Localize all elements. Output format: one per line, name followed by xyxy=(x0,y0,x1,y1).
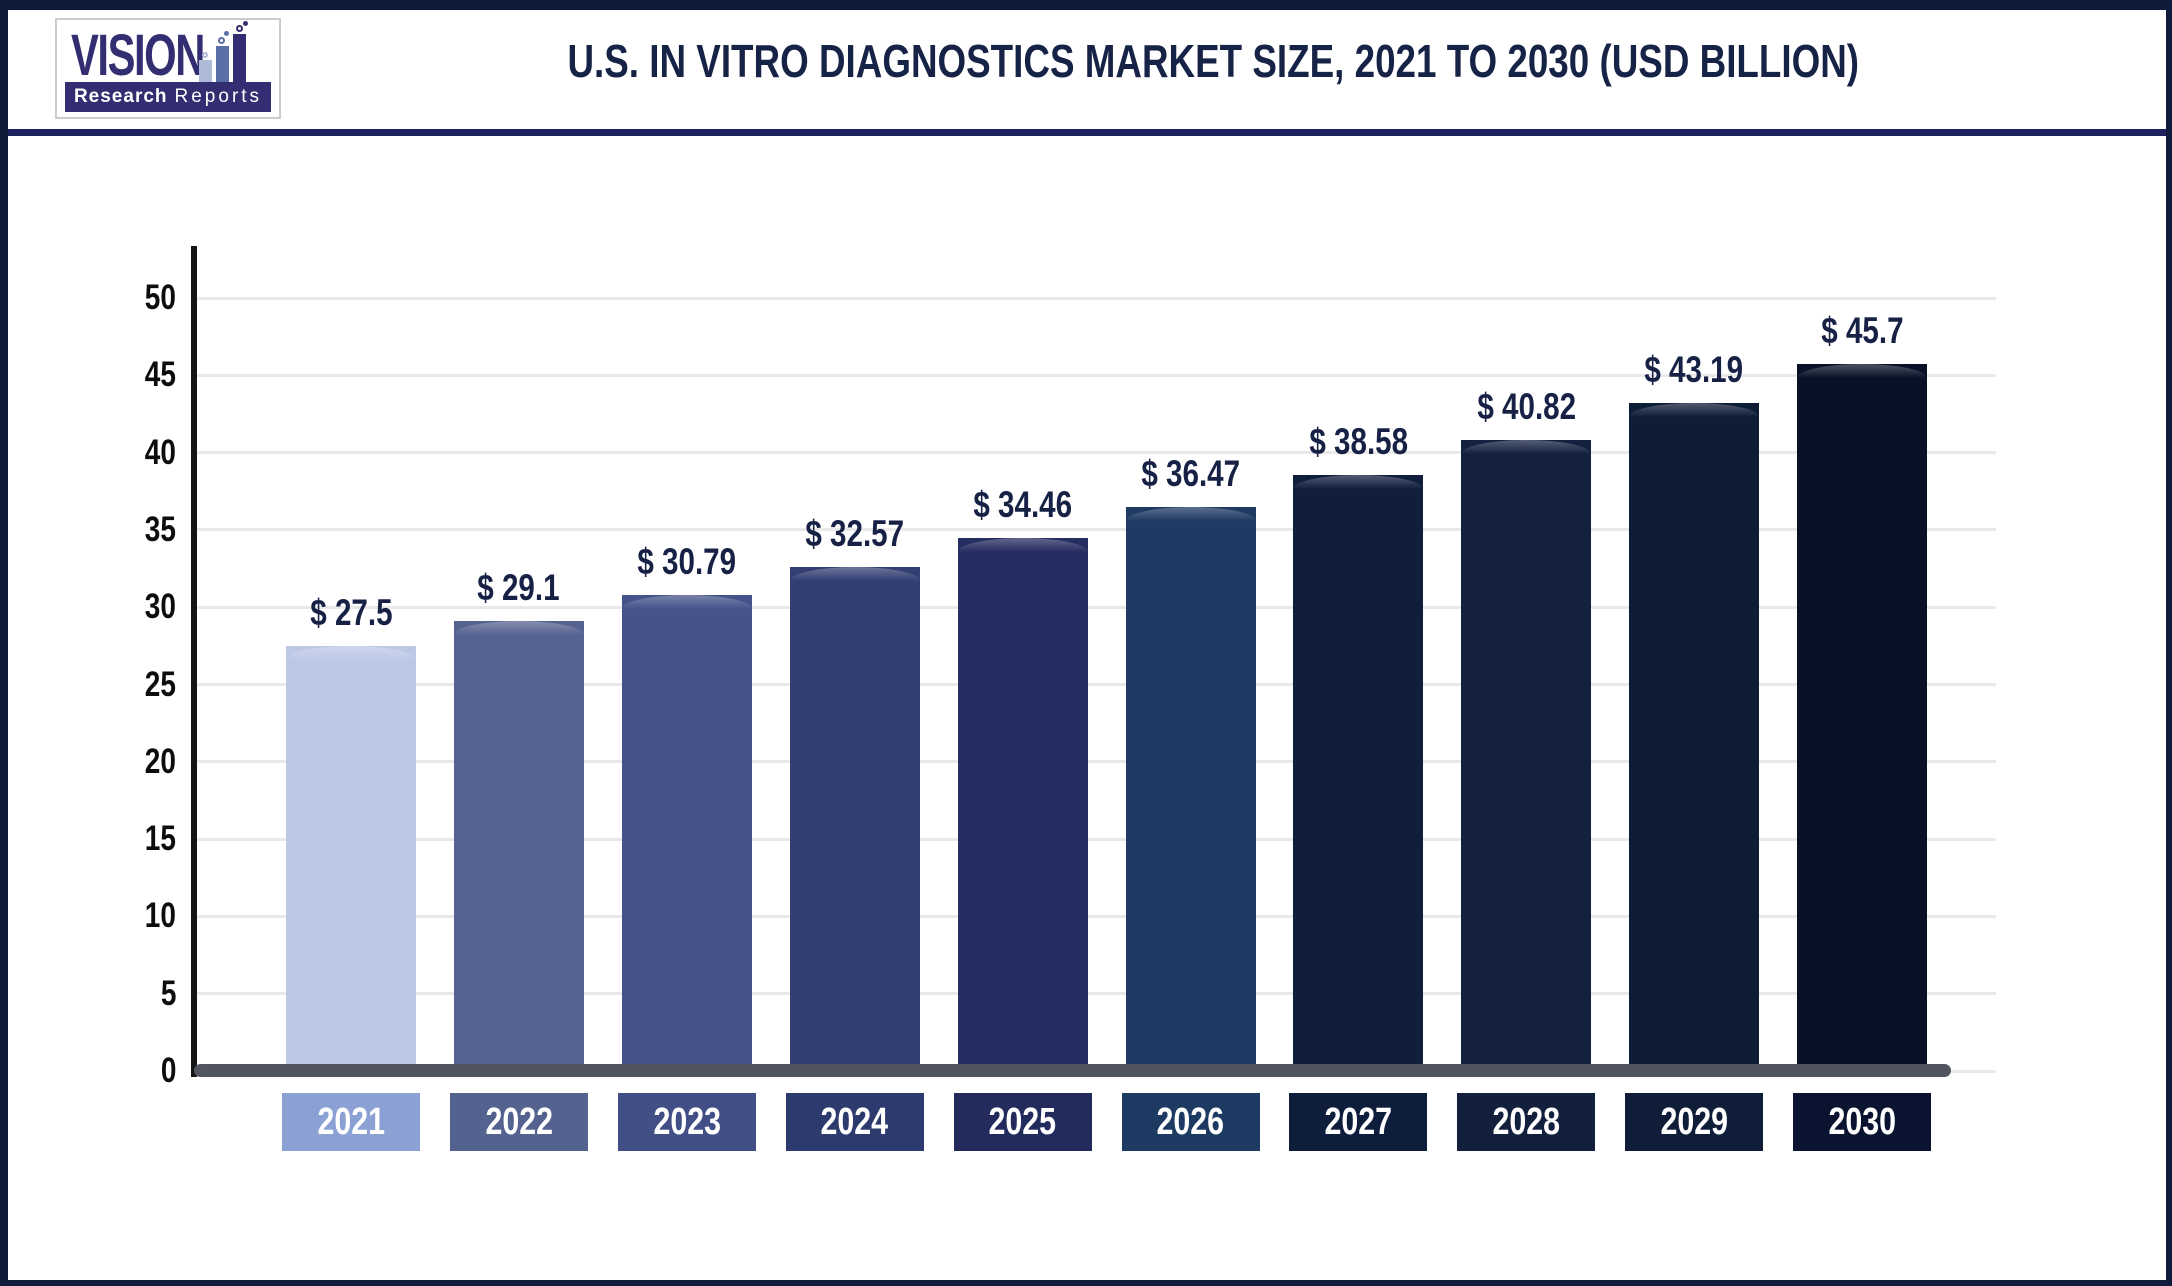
y-axis-tick-40: 40 xyxy=(144,432,176,472)
logo-brand-text: VISION xyxy=(71,23,205,88)
y-axis-tick-45: 45 xyxy=(144,355,176,395)
x-axis-label-2025: 2025 xyxy=(953,1093,1092,1151)
bar-2025 xyxy=(957,538,1088,1073)
y-axis-tick-35: 35 xyxy=(144,509,176,549)
x-axis-label-2021: 2021 xyxy=(282,1093,420,1151)
value-label-2030: $ 45.7 xyxy=(1820,310,1904,352)
value-label-2025: $ 34.46 xyxy=(973,484,1072,526)
gridline-15 xyxy=(197,837,1996,841)
value-label-2029: $ 43.19 xyxy=(1644,349,1744,391)
y-axis-tick-15: 15 xyxy=(144,819,176,859)
gridline-35 xyxy=(197,528,1996,532)
gridline-30 xyxy=(197,605,1996,609)
header-divider xyxy=(8,129,2166,136)
vision-research-reports-logo: VISION Research Reports xyxy=(55,18,281,119)
value-label-2021: $ 27.5 xyxy=(309,591,393,633)
y-axis-tick-30: 30 xyxy=(144,587,176,627)
y-axis-tick-20: 20 xyxy=(144,741,176,781)
bar-2021 xyxy=(286,645,416,1073)
value-label-2022: $ 29.1 xyxy=(477,567,561,609)
value-label-2023: $ 30.79 xyxy=(637,540,737,582)
y-axis-tick-5: 5 xyxy=(160,973,176,1013)
bar-2024 xyxy=(789,567,920,1073)
value-label-2027: $ 38.58 xyxy=(1309,420,1408,462)
x-axis-label-2027: 2027 xyxy=(1289,1093,1428,1151)
gridline-5 xyxy=(197,992,1996,996)
x-axis-label-2028: 2028 xyxy=(1457,1093,1596,1151)
x-axis-label-2026: 2026 xyxy=(1121,1093,1260,1151)
bar-2029 xyxy=(1629,403,1760,1073)
bar-2026 xyxy=(1125,507,1256,1073)
logo-tagline-light: Reports xyxy=(174,86,263,107)
y-axis-tick-25: 25 xyxy=(144,664,176,704)
gridline-10 xyxy=(197,914,1996,918)
x-axis-label-2022: 2022 xyxy=(449,1093,588,1151)
y-axis-tick-0: 0 xyxy=(160,1051,176,1090)
x-axis-label-2024: 2024 xyxy=(785,1093,924,1151)
logo-tagline-bold: Research xyxy=(73,86,168,107)
logo-tagline: Research Reports xyxy=(65,82,271,112)
y-axis-line xyxy=(191,246,197,1077)
page-title: U.S. IN VITRO DIAGNOSTICS MARKET SIZE, 2… xyxy=(567,35,1859,87)
value-label-2026: $ 36.47 xyxy=(1141,453,1240,495)
x-axis-label-2023: 2023 xyxy=(617,1093,756,1151)
bar-2022 xyxy=(453,621,584,1073)
bar-2027 xyxy=(1293,474,1424,1073)
y-axis-tick-50: 50 xyxy=(144,278,176,317)
bar-2023 xyxy=(621,594,752,1073)
gridline-50 xyxy=(197,296,1996,300)
bar-2028 xyxy=(1461,439,1592,1073)
x-axis-label-2030: 2030 xyxy=(1793,1093,1932,1151)
gridline-25 xyxy=(197,683,1996,686)
gridline-40 xyxy=(197,451,1996,455)
value-label-2028: $ 40.82 xyxy=(1476,385,1576,427)
bar-chart-with-bubbles-icon xyxy=(199,21,269,84)
gridline-20 xyxy=(197,760,1996,764)
bar-2030 xyxy=(1797,364,1928,1073)
x-axis-label-2029: 2029 xyxy=(1625,1093,1764,1151)
gridline-45 xyxy=(197,373,1996,377)
value-label-2024: $ 32.57 xyxy=(805,513,905,555)
x-axis-baseline xyxy=(194,1064,1951,1077)
y-axis-tick-10: 10 xyxy=(144,896,176,936)
